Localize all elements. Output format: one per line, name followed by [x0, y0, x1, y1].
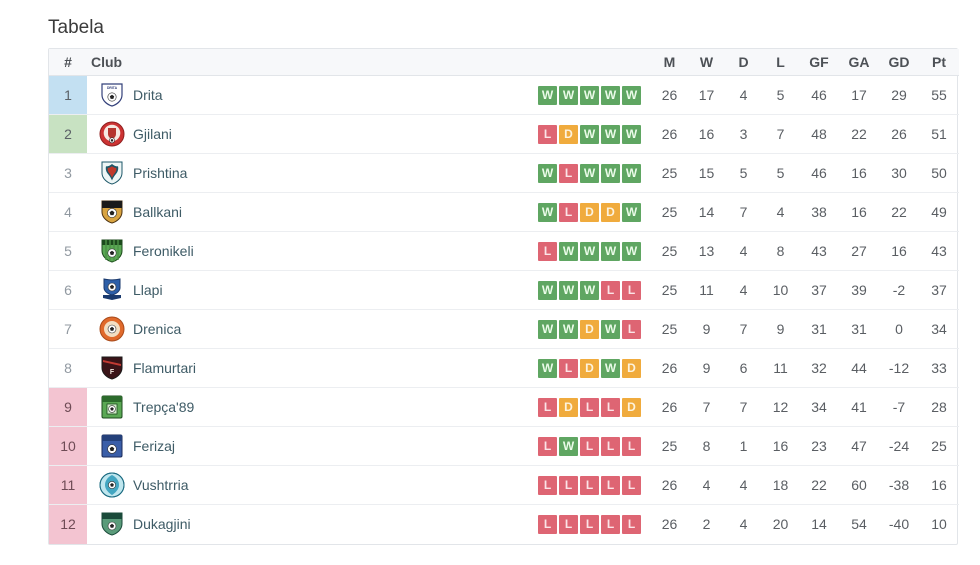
svg-text:DRITA: DRITA	[107, 86, 118, 90]
svg-text:F: F	[110, 369, 115, 376]
